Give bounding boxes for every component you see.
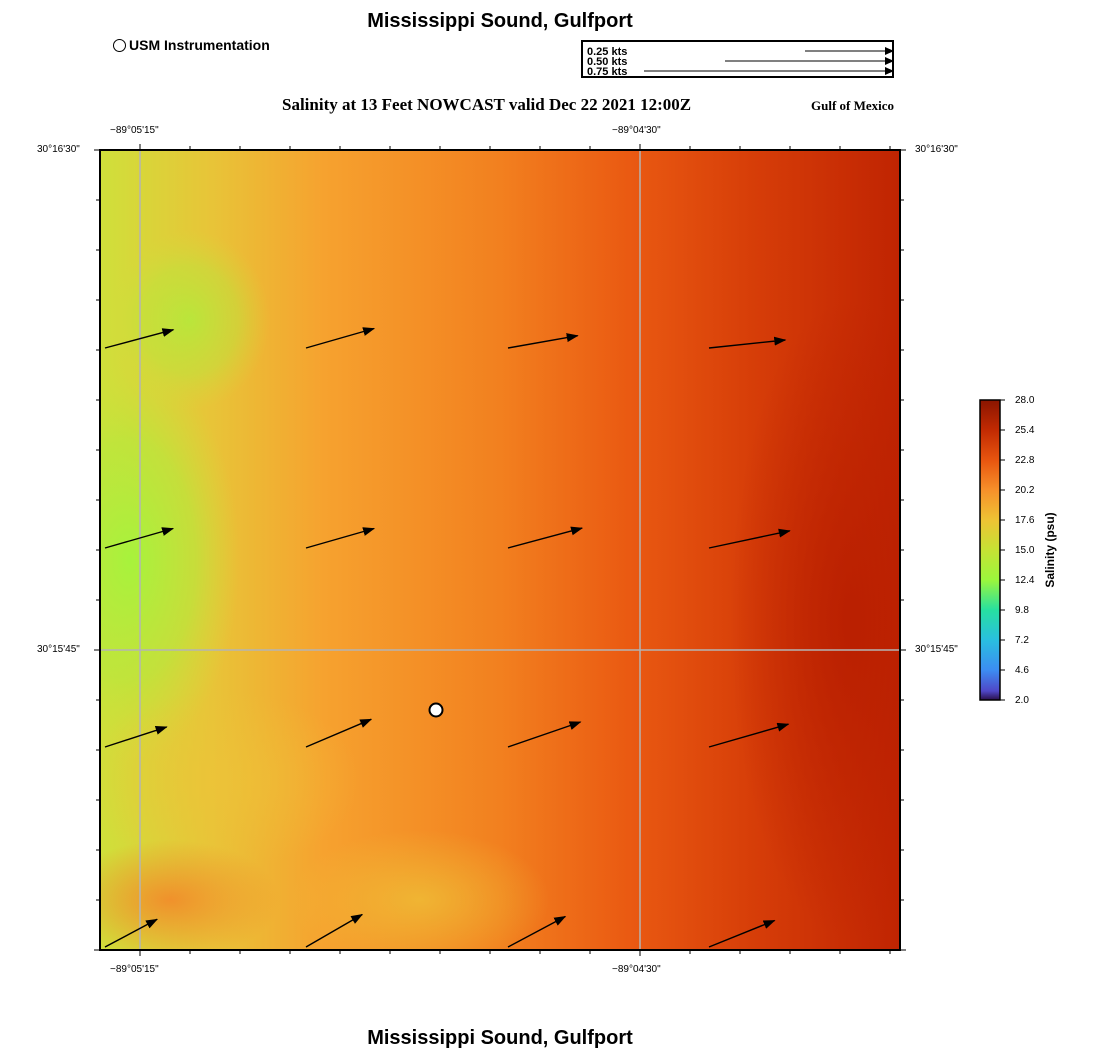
current-vector-arrow xyxy=(305,913,364,948)
colorbar-tick-label: 22.8 xyxy=(1015,455,1035,466)
map-title: Mississippi Sound, Gulfport xyxy=(367,10,633,32)
vector-scale-arrows xyxy=(644,47,894,75)
colorbar-tick-label: 9.8 xyxy=(1015,605,1029,616)
current-vector-arrow xyxy=(708,919,776,948)
lon-label-bottom: −89°05'15" xyxy=(110,964,159,975)
instrument-marker-icon xyxy=(113,38,126,52)
current-vector-arrow xyxy=(305,327,376,349)
region-label: Gulf of Mexico xyxy=(811,98,895,113)
salinity-field xyxy=(100,150,900,950)
colorbar-tick-label: 17.6 xyxy=(1015,515,1035,526)
current-vectors xyxy=(104,327,791,948)
colorbar-tick-label: 2.0 xyxy=(1015,695,1029,706)
current-vector-arrow xyxy=(104,918,158,948)
graticule xyxy=(100,150,900,950)
colorbar-tick-label: 7.2 xyxy=(1015,635,1029,646)
plot-subtitle: Salinity at 13 Feet NOWCAST valid Dec 22… xyxy=(282,95,692,114)
current-vector-arrow xyxy=(305,718,373,748)
current-vector-arrow xyxy=(708,722,790,748)
current-vector-arrow xyxy=(104,527,175,549)
map-footer-title: Mississippi Sound, Gulfport xyxy=(367,1027,633,1049)
instrument-legend: USM Instrumentation xyxy=(113,37,270,53)
lat-label-right: 30°16'30" xyxy=(915,144,958,155)
usm-station-marker[interactable] xyxy=(428,702,444,718)
lat-label-left: 30°15'45" xyxy=(37,644,80,655)
lat-label-right: 30°15'45" xyxy=(915,644,958,655)
lat-label-left: 30°16'30" xyxy=(37,144,80,155)
current-vector-arrow xyxy=(507,915,567,948)
colorbar-tick-label: 15.0 xyxy=(1015,545,1035,556)
frame-ticks xyxy=(94,144,906,956)
current-vector-arrow xyxy=(507,526,584,549)
current-vector-arrow xyxy=(708,528,791,549)
current-vector-arrow xyxy=(507,721,582,748)
colorbar-tick-label: 25.4 xyxy=(1015,425,1035,436)
lon-label-top: −89°04'30" xyxy=(612,125,661,136)
vector-scale-label: 0.75 kts xyxy=(587,66,628,78)
colorbar-tick-label: 12.4 xyxy=(1015,575,1035,586)
colorbar-tick-label: 28.0 xyxy=(1015,395,1035,406)
current-vector-arrow xyxy=(708,336,787,349)
current-vector-arrow xyxy=(104,328,175,349)
lon-label-top: −89°05'15" xyxy=(110,125,159,136)
vector-scale-legend: 0.25 kts 0.50 kts 0.75 kts xyxy=(581,40,894,78)
colorbar-tick-label: 4.6 xyxy=(1015,665,1029,676)
vector-scale-label: 0.25 kts xyxy=(587,46,628,58)
colorbar-title: Salinity (psu) xyxy=(1043,512,1057,588)
current-vector-arrow xyxy=(104,726,168,748)
salinity-colorbar xyxy=(979,399,1005,701)
instrument-legend-label: USM Instrumentation xyxy=(129,37,270,53)
lon-label-bottom: −89°04'30" xyxy=(612,964,661,975)
colorbar-tick-label: 20.2 xyxy=(1015,485,1035,496)
current-vector-arrow xyxy=(507,333,579,349)
vector-scale-label: 0.50 kts xyxy=(587,56,628,68)
current-vector-arrow xyxy=(305,527,376,549)
